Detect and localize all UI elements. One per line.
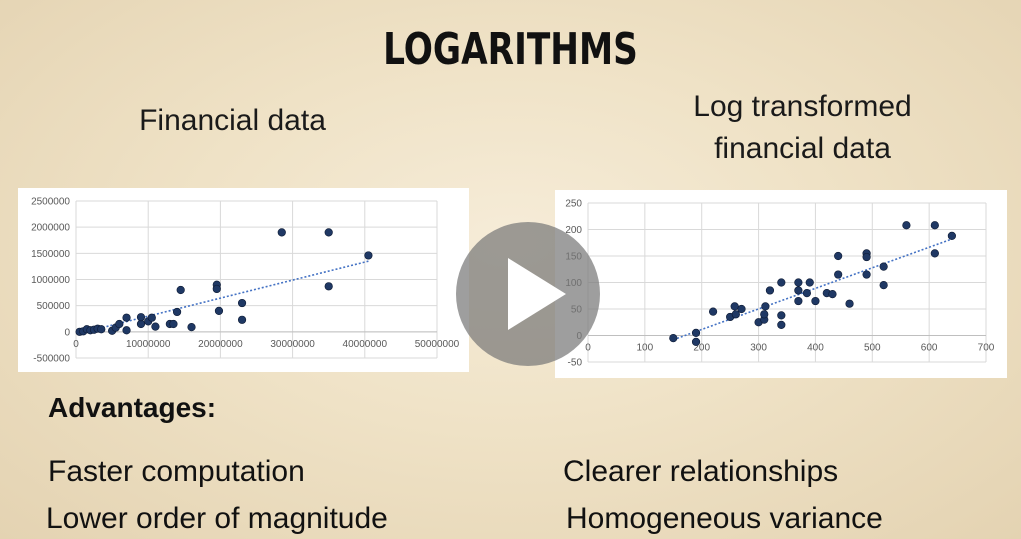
log-financial-data-chart: 0100200300400500600700250200150100500-50 [555,190,1007,378]
data-point [151,322,160,331]
data-point [187,323,196,332]
y-tick-label: -500000 [33,354,70,365]
data-point [176,285,185,295]
data-point [777,320,786,329]
right-caption-line-2: financial data [714,132,891,165]
x-tick-label: 0 [73,339,79,350]
data-point [765,286,775,295]
financial-scatter-plot: 0 10000000 20000000 30000000 40000000 5000000… [31,197,460,365]
log-scatter-plot: 0100200300400500600700250200150100500-50 [565,199,995,369]
y-tick-label: 250 [565,199,582,210]
x-tick-label: 20000000 [198,339,243,350]
left-chart-caption: Financial data [139,104,326,137]
data-point [828,290,837,299]
y-tick-label: -50 [568,358,583,369]
x-tick-label: 100 [637,343,654,354]
data-point [845,299,854,308]
data-point [834,270,843,279]
data-point [691,337,701,346]
data-point [834,251,843,261]
data-point [277,228,286,237]
advantage-item: Lower order of magnitude [46,502,388,535]
right-caption-line-1: Log transformed [693,90,912,123]
data-point [324,228,333,237]
data-point [237,315,247,324]
y-tick-label: 2000000 [31,223,70,234]
data-point [212,284,221,294]
x-tick-label: 30000000 [270,339,315,350]
data-point [708,307,718,316]
data-point [122,326,131,335]
data-point [794,278,803,287]
data-point [136,313,146,322]
data-point [760,310,769,319]
data-point [805,278,814,287]
advantage-item: Clearer relationships [563,455,839,488]
data-point [862,270,871,279]
data-point [930,249,939,258]
x-tick-label: 40000000 [343,339,388,350]
x-tick-label: 400 [807,343,824,354]
x-tick-label: 10000000 [126,339,171,350]
data-point [802,288,811,298]
x-tick-label: 50000000 [415,339,460,350]
x-tick-label: 200 [693,343,710,354]
x-tick-label: 0 [585,343,591,354]
data-point [172,307,182,317]
financial-data-chart: 0 10000000 20000000 30000000 40000000 5000000… [18,188,469,372]
data-point [737,304,746,314]
data-point [136,319,146,329]
play-icon [508,258,566,330]
trendline [673,238,953,341]
data-point [777,311,786,320]
data-point [862,252,871,262]
y-tick-label: 1500000 [31,249,70,260]
data-point [930,221,939,230]
data-point [947,231,956,240]
x-tick-label: 700 [978,343,995,354]
x-tick-label: 600 [921,343,938,354]
data-point [731,310,740,319]
data-point [879,262,888,271]
y-tick-label: 500000 [37,301,71,312]
data-point [902,221,911,230]
trendline [83,260,369,334]
x-tick-label: 500 [864,343,881,354]
y-tick-label: 1000000 [31,275,70,286]
right-chart-caption: Log transformed financial data [615,86,990,170]
y-tick-label: 0 [64,327,70,338]
data-point [147,313,156,322]
advantage-item: Faster computation [48,455,305,488]
data-point [122,313,131,322]
data-point [777,278,786,287]
data-point [669,334,678,343]
data-point [691,328,701,337]
data-point [364,251,373,260]
data-point [324,282,333,291]
y-tick-label: 2500000 [31,197,70,208]
advantage-item: Homogeneous variance [566,502,883,535]
y-tick-label: 200 [565,225,582,236]
data-point [214,306,224,315]
data-point [237,298,247,308]
data-point [169,319,178,329]
data-point [811,296,820,306]
x-tick-label: 300 [750,343,767,354]
data-point [794,286,803,295]
slide-title: LOGARITHMS [383,24,638,75]
data-point [97,325,106,334]
data-point [794,296,803,306]
data-point [879,281,888,290]
data-point [115,319,124,329]
data-point [761,302,770,311]
data-point [730,302,739,311]
play-button[interactable] [456,222,600,366]
advantages-heading: Advantages: [48,392,217,423]
